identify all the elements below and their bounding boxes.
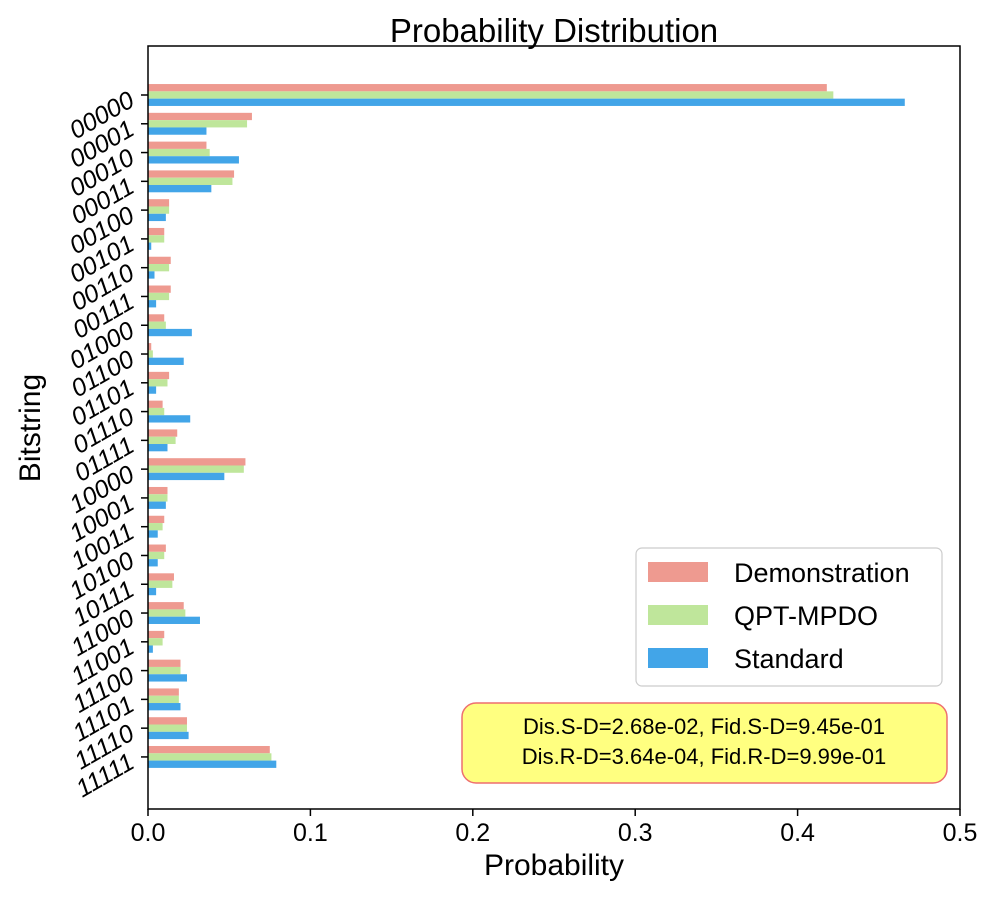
bar-standard-10111 [148, 587, 157, 596]
bar-standard-01111 [148, 444, 168, 452]
bar-demonstration-11001 [148, 630, 165, 639]
bar-demonstration-00011 [148, 170, 235, 178]
bar-standard-01100 [148, 357, 184, 365]
bar-demonstration-11100 [148, 659, 181, 667]
bar-qpt-mpdo-00001 [148, 120, 248, 128]
annotation-box [461, 702, 948, 784]
bar-standard-01101 [148, 386, 157, 394]
annotation-line-1: Dis.S-D=2.68e-02, Fid.S-D=9.45e-01 [523, 714, 885, 739]
legend-label-standard: Standard [734, 644, 844, 674]
bar-standard-11110 [148, 731, 189, 740]
bar-demonstration-10100 [148, 544, 166, 552]
bar-qpt-mpdo-10000 [148, 465, 244, 473]
bar-standard-10011 [148, 530, 158, 538]
x-tick-label: 0.1 [293, 819, 328, 847]
bar-demonstration-11000 [148, 602, 184, 610]
bar-standard-00000 [148, 98, 905, 106]
bar-demonstration-10001 [148, 486, 168, 495]
bar-demonstration-11101 [148, 688, 179, 696]
bar-qpt-mpdo-11110 [148, 724, 187, 732]
bar-demonstration-00111 [148, 285, 171, 293]
x-tick-label: 0.4 [780, 819, 815, 847]
bar-demonstration-10111 [148, 573, 174, 581]
bar-standard-00101 [148, 242, 152, 250]
x-tick-label: 0.3 [618, 819, 653, 847]
bar-standard-11001 [148, 645, 153, 653]
bar-standard-11101 [148, 703, 181, 711]
bar-qpt-mpdo-10111 [148, 580, 173, 588]
bar-standard-01000 [148, 328, 192, 337]
bar-demonstration-10011 [148, 515, 165, 524]
bar-demonstration-00001 [148, 112, 252, 121]
bar-standard-00001 [148, 127, 207, 135]
bar-qpt-mpdo-00011 [148, 177, 233, 185]
bar-qpt-mpdo-00000 [148, 91, 834, 99]
bar-standard-11111 [148, 760, 277, 768]
bar-standard-10001 [148, 501, 166, 509]
bar-qpt-mpdo-11111 [148, 753, 272, 761]
bar-standard-10000 [148, 472, 225, 481]
y-axis-title: Bitstring [14, 374, 47, 482]
bar-standard-00110 [148, 271, 155, 279]
bar-qpt-mpdo-00100 [148, 206, 170, 214]
bar-qpt-mpdo-01000 [148, 321, 166, 329]
legend-swatch-demonstration [648, 562, 708, 582]
bar-qpt-mpdo-11001 [148, 638, 163, 646]
bar-demonstration-00100 [148, 199, 170, 207]
bar-demonstration-01111 [148, 429, 178, 437]
bar-qpt-mpdo-11000 [148, 609, 186, 617]
bar-qpt-mpdo-00101 [148, 235, 165, 243]
bar-qpt-mpdo-10011 [148, 523, 163, 531]
x-tick-label: 0.0 [131, 819, 166, 847]
plot-frame [147, 45, 961, 810]
bar-demonstration-01101 [148, 371, 170, 380]
bar-demonstration-00101 [148, 227, 165, 236]
x-axis: 0.0 0.1 0.2 0.3 0.4 0.5 [131, 809, 978, 847]
x-tick-label: 0.5 [943, 819, 978, 847]
bar-demonstration-00000 [148, 84, 827, 92]
bar-standard-00100 [148, 213, 166, 222]
annotation-line-2: Dis.R-D=3.64e-04, Fid.R-D=9.99e-01 [522, 744, 886, 769]
bar-standard-01110 [148, 415, 191, 423]
legend-frame [635, 547, 943, 687]
bar-standard-00011 [148, 184, 212, 193]
legend: Demonstration QPT-MPDO Standard [635, 547, 943, 687]
bar-demonstration-01000 [148, 314, 165, 322]
bar-standard-00010 [148, 156, 239, 164]
bar-standard-11000 [148, 616, 200, 624]
bar-demonstration-01100 [148, 343, 152, 351]
bar-standard-10100 [148, 559, 158, 567]
bar-demonstration-11111 [148, 745, 270, 754]
bar-qpt-mpdo-11100 [148, 666, 181, 675]
legend-label-qpt-mpdo: QPT-MPDO [734, 601, 878, 631]
bar-qpt-mpdo-01101 [148, 379, 168, 387]
stats-annotation: Dis.S-D=2.68e-02, Fid.S-D=9.45e-01 Dis.R… [461, 702, 948, 784]
bar-demonstration-00010 [148, 141, 207, 149]
x-axis-title: Probability [484, 849, 624, 882]
y-axis: 0000000001000100001100100001010011000111… [65, 86, 148, 803]
x-tick-label: 0.2 [455, 819, 490, 847]
bar-qpt-mpdo-10001 [148, 494, 168, 502]
bar-demonstration-00110 [148, 256, 171, 265]
bar-demonstration-10000 [148, 458, 246, 466]
bar-qpt-mpdo-00111 [148, 292, 170, 301]
bar-qpt-mpdo-01100 [148, 350, 153, 358]
legend-swatch-qpt-mpdo [648, 605, 708, 625]
chart-title: Probability Distribution [390, 12, 718, 49]
legend-label-demonstration: Demonstration [734, 558, 910, 588]
bars-layer [148, 84, 905, 768]
bar-standard-00111 [148, 300, 157, 308]
bar-demonstration-01110 [148, 400, 163, 408]
bar-qpt-mpdo-10100 [148, 551, 165, 560]
bar-qpt-mpdo-01110 [148, 407, 165, 416]
bar-standard-11100 [148, 674, 187, 682]
bar-qpt-mpdo-00010 [148, 148, 210, 157]
legend-swatch-standard [648, 648, 708, 668]
bar-qpt-mpdo-00110 [148, 264, 170, 272]
bar-demonstration-11110 [148, 717, 187, 725]
bar-qpt-mpdo-01111 [148, 436, 176, 445]
bar-qpt-mpdo-11101 [148, 695, 179, 704]
